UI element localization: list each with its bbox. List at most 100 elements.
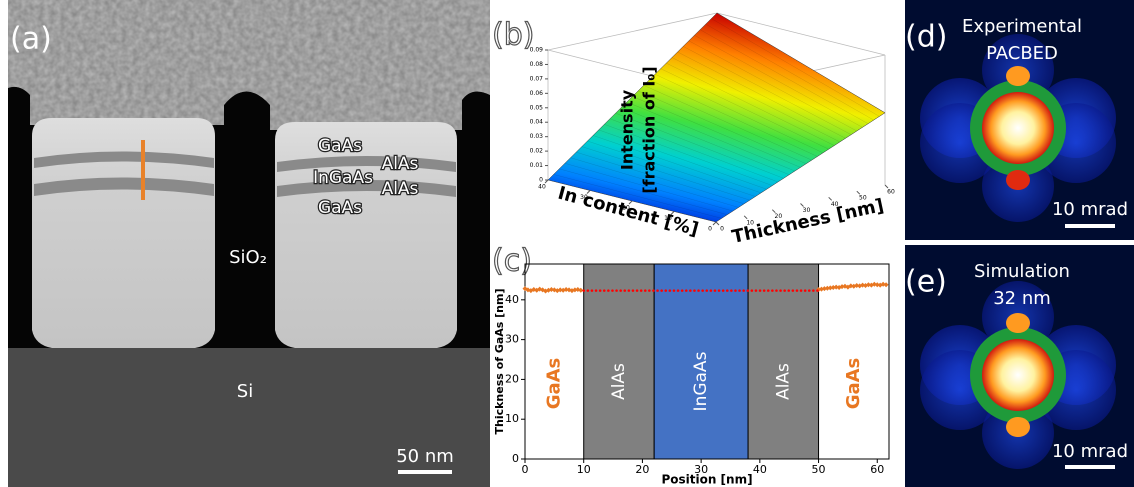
mesh-line (587, 140, 756, 197)
si-substrate (8, 348, 490, 487)
mesh-line (671, 57, 841, 143)
y-tick-label: 30 (505, 333, 519, 346)
y-tick (884, 184, 889, 189)
y-tick-label: 10 (505, 412, 519, 425)
mesh-line (688, 40, 857, 132)
x-tick-label: 0 (708, 226, 712, 233)
y-tick (715, 221, 720, 226)
y-tick-label: 0 (512, 452, 519, 465)
mesh-line (598, 129, 767, 190)
mesh-line (711, 18, 880, 117)
mesh-line (666, 62, 835, 146)
x-tick (670, 211, 675, 215)
point (557, 287, 563, 293)
y-tick (743, 215, 748, 220)
panel-b: (b) 0 0.01 0.02 0.03 0.04 0.05 0.06 0.07 0.08 0.0… (491, 12, 895, 248)
x-tick-label: 0 (522, 463, 529, 476)
mesh-line (576, 151, 745, 205)
point (824, 285, 830, 291)
mesh-line (553, 174, 722, 219)
z-tick-label: 0.04 (530, 119, 544, 126)
panel-label: (c) (492, 244, 532, 279)
caption: 32 nm (993, 288, 1051, 309)
x-tick (586, 190, 591, 194)
z-tick-label: 0.03 (530, 133, 544, 140)
panel-label: (b) (492, 18, 534, 53)
y-tick-label: 0 (720, 226, 724, 233)
panel-d: (d) Experimental PACBED 10 mrad (905, 0, 1134, 240)
mesh-line (626, 101, 795, 172)
fin-left (32, 118, 215, 348)
oxide-label: SiO₂ (229, 247, 267, 268)
pacbed-pattern (920, 34, 1116, 222)
x-tick-label: 30 (580, 194, 588, 201)
y-tick-label: 20 (775, 213, 783, 220)
point (854, 282, 860, 288)
mesh-line (654, 74, 824, 154)
caption: Experimental (962, 16, 1082, 37)
substrate-label: Si (237, 381, 253, 402)
z-axis-title: Intensity (618, 89, 637, 170)
point (860, 282, 866, 288)
point (865, 282, 871, 288)
point (848, 283, 854, 289)
annotation: GaAs (843, 358, 864, 410)
fin-right (275, 122, 457, 348)
mesh-line (683, 46, 852, 135)
panel-e: (e) Simulation 32 nm 10 mrad (905, 245, 1134, 487)
y-tick-label: 50 (859, 195, 867, 202)
z-tick-label: 0 (539, 177, 543, 184)
z-tick-label: 0.08 (530, 61, 544, 68)
y-axis-title: Thickness of GaAs [nm] (493, 288, 506, 434)
point (839, 284, 845, 290)
y-tick-label: 40 (505, 293, 519, 306)
y-tick-label: 10 (746, 219, 754, 226)
point (833, 284, 839, 290)
z-tick-label: 0.06 (530, 90, 544, 97)
point (572, 287, 578, 293)
scale-bar-label: 10 mrad (1052, 199, 1128, 220)
surface (547, 12, 886, 223)
layer-stripe (277, 156, 456, 172)
mesh-line (621, 107, 790, 175)
point (818, 286, 824, 292)
panel-a: (a) GaAs AlAs InGaAs AlAs GaAs SiO₂ Si 5… (8, 0, 490, 487)
point (830, 284, 836, 290)
panel-c: (c) AlAs InGaAs AlAs GaAs GaAs 0 10 20 30 40 50 60 0… (491, 243, 890, 487)
layer-label: GaAs (318, 198, 362, 218)
y-tick (828, 196, 833, 201)
point (880, 281, 886, 287)
mesh-line (705, 23, 874, 121)
mesh-line (632, 96, 801, 168)
x-tick-label: 40 (753, 463, 767, 476)
x-tick-label: 50 (812, 463, 826, 476)
z-axis-title: [fraction of I₀] (640, 66, 659, 193)
region (583, 263, 655, 460)
y-tick (856, 190, 861, 195)
layer-stripe (34, 177, 214, 196)
point (874, 282, 880, 288)
x-tick-label: 10 (664, 215, 672, 222)
mesh-line (638, 90, 807, 164)
box-edge (547, 12, 718, 51)
simulated-pattern (920, 281, 1116, 469)
x-tick-label: 10 (577, 463, 591, 476)
point (548, 286, 554, 292)
box-edge (716, 12, 886, 56)
z-tick-label: 0.01 (530, 162, 544, 169)
y-tick (800, 203, 804, 207)
layer-stripe (277, 180, 456, 197)
y-tick-label: 20 (505, 372, 519, 385)
layer-label: AlAs (382, 154, 419, 174)
y-tick (771, 209, 776, 214)
x-tick-label: 20 (622, 205, 630, 212)
mesh-line (592, 135, 762, 194)
z-tick-label: 0.05 (530, 104, 544, 111)
z-tick-label: 0.02 (530, 148, 544, 155)
region-label: AlAs (773, 363, 793, 400)
x-axis-title: Position [nm] (661, 473, 752, 487)
layer-stripe (34, 151, 214, 168)
panel-label: (d) (905, 20, 947, 55)
mesh-line (699, 29, 869, 124)
